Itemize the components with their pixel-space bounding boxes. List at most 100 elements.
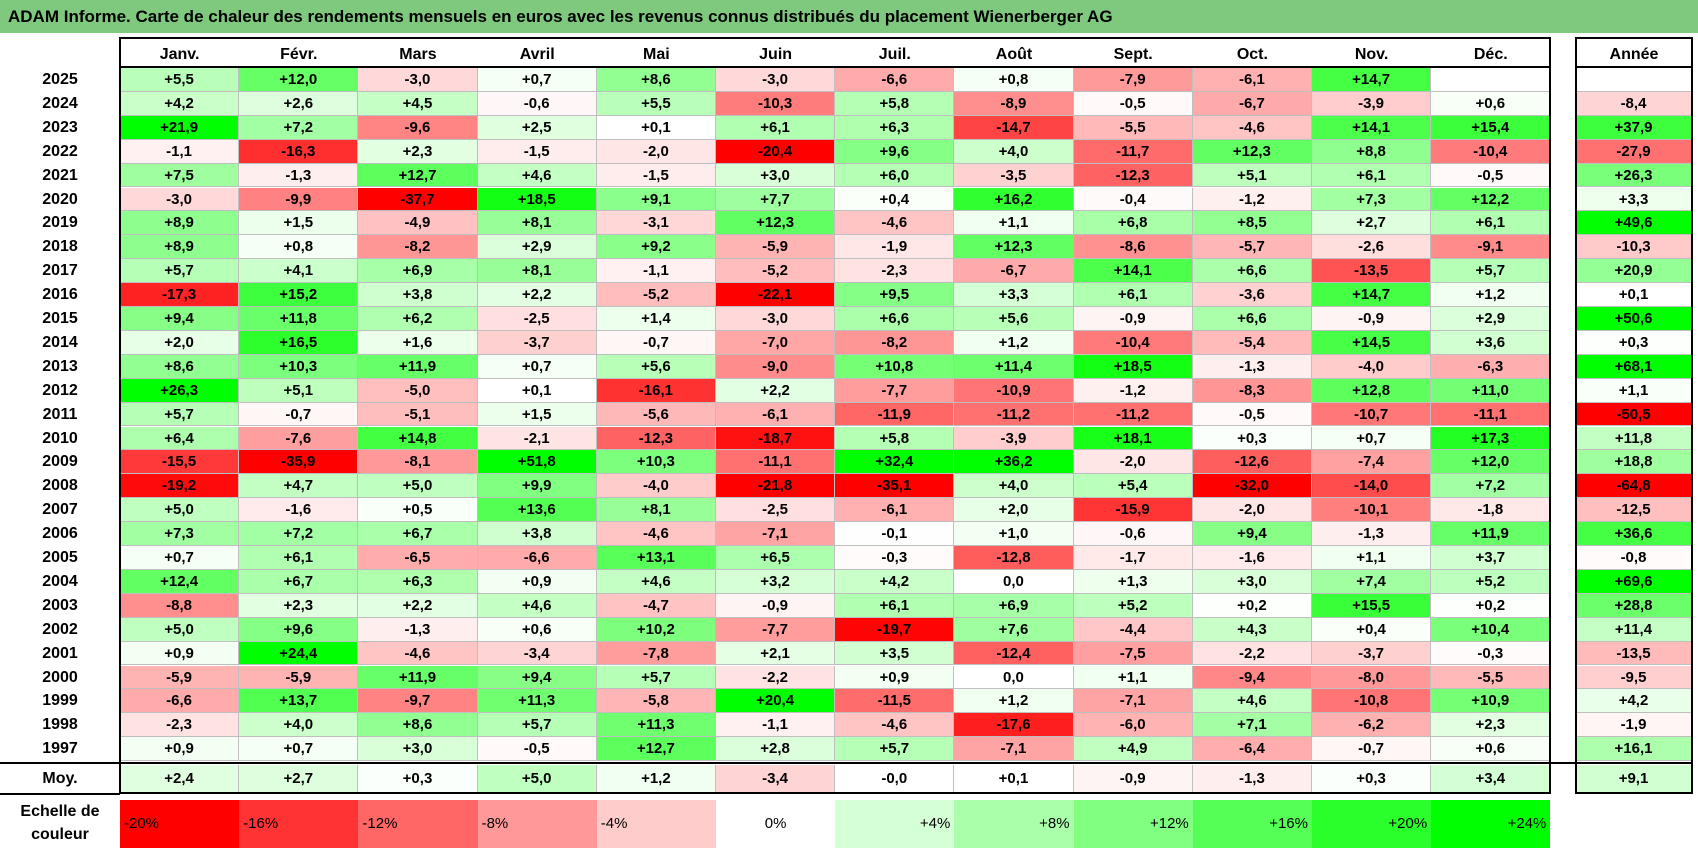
cell-2001-annual: -13,5 xyxy=(1576,641,1692,666)
cell-2013-1: +8,6 xyxy=(120,354,240,379)
color-scale-stop-8: +8% xyxy=(954,800,1074,848)
cell-2006-5: -4,6 xyxy=(596,522,716,546)
cell-average-3: +0,3 xyxy=(358,765,478,794)
cell-2013-annual: +68,1 xyxy=(1576,354,1692,379)
cell-2018-1: +8,9 xyxy=(120,235,240,260)
cell-2018-8: +12,3 xyxy=(954,235,1074,260)
cell-2012-6: +2,2 xyxy=(716,378,836,403)
cell-2025-4: +0,7 xyxy=(477,68,597,92)
cell-2002-2: +9,6 xyxy=(239,617,359,642)
cell-1997-5: +12,7 xyxy=(596,737,716,762)
cell-2010-7: +5,8 xyxy=(835,426,955,451)
cell-2019-7: -4,6 xyxy=(835,211,955,236)
cell-2013-4: +0,7 xyxy=(477,354,597,379)
color-scale-stop-2: -16% xyxy=(239,800,359,848)
cell-2019-1: +8,9 xyxy=(120,211,240,236)
cell-average-8: +0,1 xyxy=(954,765,1074,794)
cell-2012-annual: +1,1 xyxy=(1576,378,1692,403)
cell-2016-8: +3,3 xyxy=(954,283,1074,307)
cell-2011-11: -10,7 xyxy=(1312,402,1432,427)
row-label-2020: 2020 xyxy=(0,187,120,212)
cell-2013-8: +11,4 xyxy=(954,354,1074,379)
cell-2001-10: -2,2 xyxy=(1192,641,1312,666)
cell-2021-3: +12,7 xyxy=(358,163,478,188)
cell-2011-5: -5,6 xyxy=(596,402,716,427)
cell-2015-5: +1,4 xyxy=(596,307,716,331)
cell-average-11: +0,3 xyxy=(1312,765,1432,794)
cell-2019-5: -3,1 xyxy=(596,211,716,236)
cell-2003-3: +2,2 xyxy=(358,593,478,618)
cell-2020-2: -9,9 xyxy=(239,187,359,212)
row-label-2009: 2009 xyxy=(0,450,120,475)
cell-2005-6: +6,5 xyxy=(716,546,836,570)
cell-2016-annual: +0,1 xyxy=(1576,283,1692,307)
cell-2009-7: +32,4 xyxy=(835,450,955,475)
cell-2023-11: +14,1 xyxy=(1312,115,1432,140)
cell-1998-5: +11,3 xyxy=(596,713,716,738)
cell-2011-4: +1,5 xyxy=(477,402,597,427)
cell-2025-9: -7,9 xyxy=(1073,68,1193,92)
cell-2020-7: +0,4 xyxy=(835,187,955,212)
cell-2004-5: +4,6 xyxy=(596,569,716,594)
cell-2018-6: -5,9 xyxy=(716,235,836,260)
cell-2019-8: +1,1 xyxy=(954,211,1074,236)
row-label-1997: 1997 xyxy=(0,737,120,762)
cell-2022-3: +2,3 xyxy=(358,139,478,164)
cell-2002-annual: +11,4 xyxy=(1576,617,1692,642)
cell-2016-11: +14,7 xyxy=(1312,283,1432,307)
cell-2025-annual xyxy=(1576,68,1692,92)
cell-2016-1: -17,3 xyxy=(120,283,240,307)
cell-2018-9: -8,6 xyxy=(1073,235,1193,260)
cell-2013-6: -9,0 xyxy=(716,354,836,379)
cell-1998-9: -6,0 xyxy=(1073,713,1193,738)
cell-2001-8: -12,4 xyxy=(954,641,1074,666)
cell-2018-7: -1,9 xyxy=(835,235,955,260)
cell-1997-11: -0,7 xyxy=(1312,737,1432,762)
cell-2020-5: +9,1 xyxy=(596,187,716,212)
cell-1999-9: -7,1 xyxy=(1073,689,1193,714)
cell-2013-3: +11,9 xyxy=(358,354,478,379)
cell-2012-10: -8,3 xyxy=(1192,378,1312,403)
cell-2021-11: +6,1 xyxy=(1312,163,1432,188)
column-header-2: Févr. xyxy=(239,37,359,68)
cell-2000-6: -2,2 xyxy=(716,665,836,690)
cell-2023-5: +0,1 xyxy=(596,115,716,140)
color-scale-stop-10: +16% xyxy=(1192,800,1312,848)
cell-2014-annual: +0,3 xyxy=(1576,330,1692,355)
cell-1997-4: -0,5 xyxy=(477,737,597,762)
cell-2021-4: +4,6 xyxy=(477,163,597,188)
cell-2003-5: -4,7 xyxy=(596,593,716,618)
row-label-2017: 2017 xyxy=(0,259,120,284)
cell-2020-8: +16,2 xyxy=(954,187,1074,212)
color-scale-stop-9: +12% xyxy=(1073,800,1193,848)
cell-2017-2: +4,1 xyxy=(239,259,359,284)
cell-2012-9: -1,2 xyxy=(1073,378,1193,403)
cell-2017-1: +5,7 xyxy=(120,259,240,284)
cell-2011-8: -11,2 xyxy=(954,402,1074,427)
average-divider xyxy=(0,762,1692,765)
cell-2022-1: -1,1 xyxy=(120,139,240,164)
cell-2021-6: +3,0 xyxy=(716,163,836,188)
cell-2002-4: +0,6 xyxy=(477,617,597,642)
cell-2022-5: -2,0 xyxy=(596,139,716,164)
cell-1999-4: +11,3 xyxy=(477,689,597,714)
cell-2000-12: -5,5 xyxy=(1431,665,1551,690)
cell-2007-10: -2,0 xyxy=(1192,498,1312,523)
cell-2001-5: -7,8 xyxy=(596,641,716,666)
color-scale-label-line2: couleur xyxy=(31,826,89,843)
cell-2000-2: -5,9 xyxy=(239,665,359,690)
cell-2019-3: -4,9 xyxy=(358,211,478,236)
cell-1999-6: +20,4 xyxy=(716,689,836,714)
color-scale-label: Echelle de couleur xyxy=(4,800,116,848)
cell-2013-2: +10,3 xyxy=(239,354,359,379)
color-scale-stop-3: -12% xyxy=(358,800,478,848)
cell-2013-12: -6,3 xyxy=(1431,354,1551,379)
cell-2012-2: +5,1 xyxy=(239,378,359,403)
cell-2002-5: +10,2 xyxy=(596,617,716,642)
cell-2020-annual: +3,3 xyxy=(1576,187,1692,212)
cell-2011-7: -11,9 xyxy=(835,402,955,427)
cell-2025-3: -3,0 xyxy=(358,68,478,92)
cell-1998-7: -4,6 xyxy=(835,713,955,738)
row-label-2019: 2019 xyxy=(0,211,120,236)
cell-2021-8: -3,5 xyxy=(954,163,1074,188)
